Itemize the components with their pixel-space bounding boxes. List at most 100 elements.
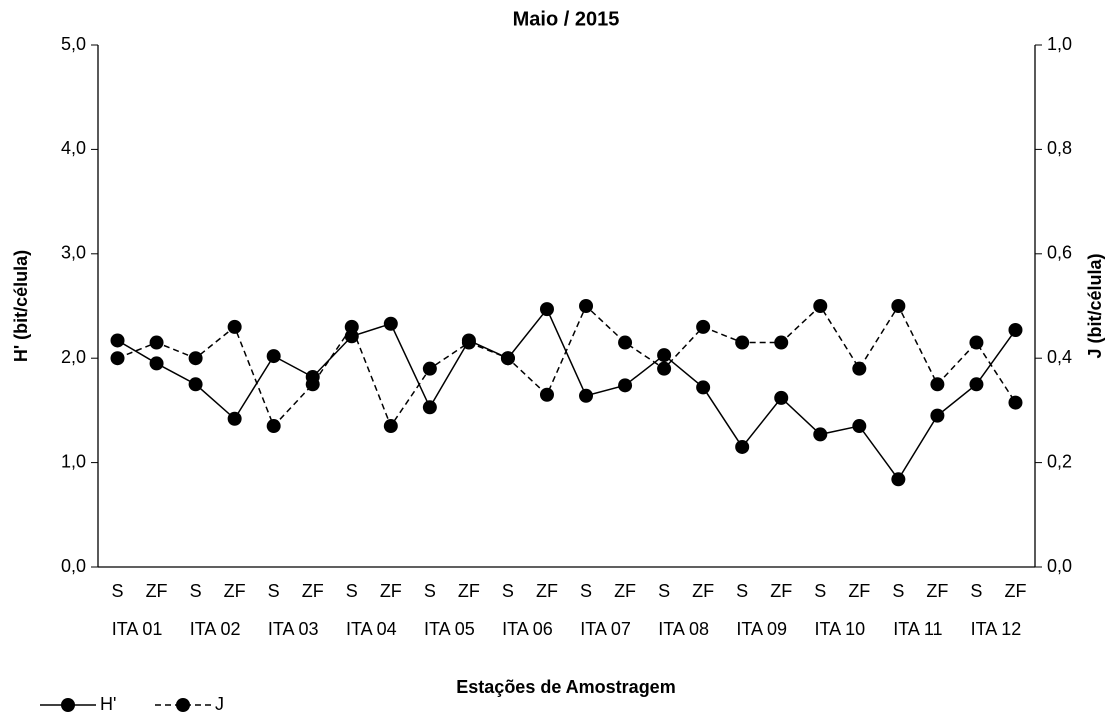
point bbox=[266, 349, 281, 364]
point bbox=[579, 388, 594, 403]
point bbox=[149, 335, 164, 350]
group-label: ITA 06 bbox=[502, 619, 553, 639]
point bbox=[305, 377, 320, 392]
y2-axis-label: J (bit/célula) bbox=[1085, 253, 1105, 358]
group-label: ITA 02 bbox=[190, 619, 241, 639]
point bbox=[422, 400, 437, 415]
point bbox=[110, 351, 125, 366]
x-tick-label: S bbox=[970, 581, 982, 601]
group-label: ITA 03 bbox=[268, 619, 319, 639]
x-tick-label: S bbox=[502, 581, 514, 601]
point bbox=[539, 302, 554, 317]
group-label: ITA 08 bbox=[658, 619, 709, 639]
y-tick-label: 3,0 bbox=[61, 243, 86, 263]
y-tick-label: 4,0 bbox=[61, 138, 86, 158]
legend-marker bbox=[61, 698, 75, 712]
group-label: ITA 05 bbox=[424, 619, 475, 639]
x-tick-label: ZF bbox=[536, 581, 558, 601]
x-tick-label: ZF bbox=[458, 581, 480, 601]
point bbox=[891, 299, 906, 313]
point bbox=[149, 356, 164, 371]
x-tick-label: S bbox=[658, 581, 670, 601]
x-tick-label: ZF bbox=[380, 581, 402, 601]
point bbox=[1008, 395, 1023, 410]
point bbox=[969, 335, 984, 350]
x-tick-label: S bbox=[736, 581, 748, 601]
x-tick-label: ZF bbox=[692, 581, 714, 601]
y-tick-label: 1,0 bbox=[61, 451, 86, 471]
x-tick-label: S bbox=[268, 581, 280, 601]
y2-tick-label: 0,6 bbox=[1047, 243, 1072, 263]
point bbox=[227, 411, 242, 426]
point bbox=[579, 299, 594, 313]
point bbox=[461, 335, 476, 350]
x-tick-label: S bbox=[190, 581, 202, 601]
point bbox=[930, 377, 945, 392]
point bbox=[813, 427, 828, 442]
point bbox=[1008, 323, 1023, 338]
point bbox=[852, 419, 867, 434]
point bbox=[657, 348, 672, 363]
x-tick-label: ZF bbox=[848, 581, 870, 601]
point bbox=[618, 378, 633, 393]
group-label: ITA 12 bbox=[971, 619, 1022, 639]
point bbox=[344, 319, 359, 334]
point bbox=[813, 299, 828, 313]
y-tick-label: 5,0 bbox=[61, 34, 86, 54]
x-tick-label: S bbox=[814, 581, 826, 601]
point bbox=[227, 319, 242, 334]
series-line bbox=[117, 304, 1017, 428]
y-axis-label: H' (bit/célula) bbox=[11, 250, 31, 362]
y-tick-label: 2,0 bbox=[61, 347, 86, 367]
point bbox=[969, 377, 984, 392]
point bbox=[891, 472, 906, 487]
point bbox=[774, 335, 789, 350]
point bbox=[539, 387, 554, 402]
point bbox=[657, 361, 672, 376]
x-axis-label: Estações de Amostragem bbox=[456, 677, 675, 697]
legend-label: J bbox=[215, 694, 224, 714]
x-tick-label: ZF bbox=[146, 581, 168, 601]
x-tick-label: S bbox=[580, 581, 592, 601]
x-tick-label: ZF bbox=[614, 581, 636, 601]
point bbox=[422, 361, 437, 376]
y2-tick-label: 0,4 bbox=[1047, 347, 1072, 367]
point bbox=[774, 390, 789, 405]
group-label: ITA 07 bbox=[580, 619, 631, 639]
x-tick-label: ZF bbox=[224, 581, 246, 601]
x-tick-label: S bbox=[892, 581, 904, 601]
x-tick-label: S bbox=[424, 581, 436, 601]
point bbox=[735, 335, 750, 350]
point bbox=[852, 361, 867, 376]
y-tick-label: 0,0 bbox=[61, 556, 86, 576]
group-label: ITA 10 bbox=[814, 619, 865, 639]
legend-label: H' bbox=[100, 694, 116, 714]
point bbox=[383, 316, 398, 331]
x-tick-label: ZF bbox=[926, 581, 948, 601]
group-label: ITA 01 bbox=[112, 619, 163, 639]
x-tick-label: ZF bbox=[1004, 581, 1026, 601]
point bbox=[110, 333, 125, 348]
y2-tick-label: 0,0 bbox=[1047, 556, 1072, 576]
point bbox=[188, 377, 203, 392]
point bbox=[735, 439, 750, 454]
x-tick-label: ZF bbox=[302, 581, 324, 601]
group-label: ITA 04 bbox=[346, 619, 397, 639]
y2-tick-label: 1,0 bbox=[1047, 34, 1072, 54]
x-tick-label: ZF bbox=[770, 581, 792, 601]
chart-title: Maio / 2015 bbox=[513, 8, 620, 30]
x-tick-label: S bbox=[112, 581, 124, 601]
point bbox=[696, 319, 711, 334]
series-line bbox=[117, 307, 1017, 481]
point bbox=[188, 351, 203, 366]
point bbox=[383, 419, 398, 434]
point bbox=[266, 419, 281, 434]
point bbox=[696, 380, 711, 395]
group-label: ITA 09 bbox=[736, 619, 787, 639]
point bbox=[618, 335, 633, 350]
y2-tick-label: 0,8 bbox=[1047, 138, 1072, 158]
y2-tick-label: 0,2 bbox=[1047, 451, 1072, 471]
point bbox=[500, 351, 515, 366]
x-tick-label: S bbox=[346, 581, 358, 601]
